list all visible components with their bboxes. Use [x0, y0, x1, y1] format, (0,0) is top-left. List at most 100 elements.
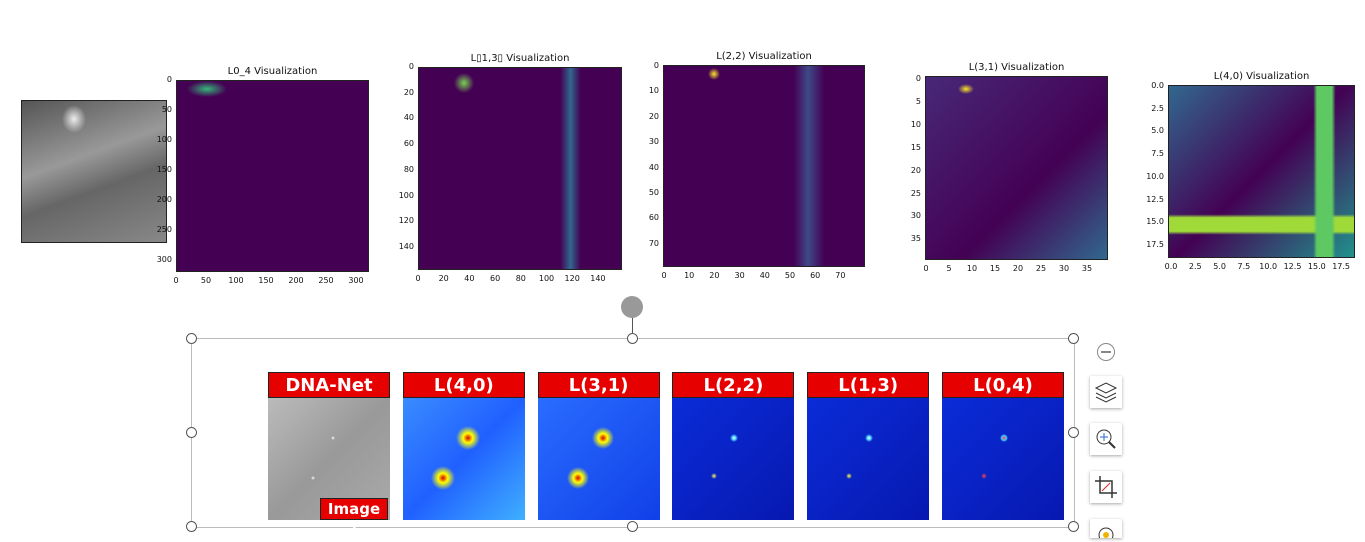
y-tick-label: 150: [156, 165, 172, 174]
y-tick-label: 40: [403, 113, 414, 123]
y-tick-label: 35: [910, 234, 921, 244]
y-tick-label: 300: [156, 255, 172, 264]
x-tick-label: 20: [438, 274, 449, 283]
x-tick-label: 40: [759, 271, 770, 280]
image-caption: Image 1: [320, 498, 388, 538]
plot-title: L▯1,3▯ Visualization: [470, 53, 570, 64]
x-tick-label: 0: [173, 276, 179, 285]
y-tick-label: 10: [648, 86, 659, 96]
x-tick-label: 25: [1035, 264, 1047, 273]
y-tick-label: 250: [156, 225, 172, 234]
y-tick-label: 0: [166, 75, 172, 84]
y-tick-label: 10.0: [1146, 171, 1164, 181]
x-tick-label: 0: [415, 274, 421, 283]
y-tick-label: 50: [161, 105, 172, 114]
crop-icon: [1095, 476, 1117, 498]
tile-label: DNA-Net: [268, 372, 390, 398]
x-tick-label: 50: [784, 271, 796, 280]
tile-image: [402, 398, 525, 520]
x-tick-label: 0.0: [1164, 262, 1178, 271]
x-tick-label: 0: [661, 271, 667, 280]
tile-image: [807, 398, 930, 520]
resize-handle[interactable]: [186, 521, 197, 532]
y-tick-label: 40: [648, 162, 659, 172]
picture-style-button[interactable]: [1090, 519, 1122, 542]
y-tick-label: 60: [403, 139, 414, 149]
y-tick-label: 5.0: [1151, 126, 1164, 136]
y-tick-label: 120: [398, 216, 414, 226]
x-tick-label: 150: [258, 276, 274, 285]
y-tick-label: 12.5: [1146, 194, 1164, 204]
plot-title: L(4,0) Visualization: [1213, 71, 1310, 82]
x-tick-label: 80: [515, 274, 526, 283]
heatmap: [1168, 85, 1355, 258]
resize-handle[interactable]: [186, 427, 197, 438]
crop-button[interactable]: [1090, 471, 1122, 503]
x-tick-label: 200: [288, 276, 304, 285]
x-tick-label: 20: [1012, 264, 1024, 273]
x-tick-label: 10: [684, 271, 695, 280]
rotate-handle[interactable]: [621, 296, 643, 318]
resize-handle[interactable]: [186, 333, 197, 344]
y-tick-label: 0.0: [1151, 81, 1164, 90]
x-tick-label: 0: [923, 264, 929, 273]
y-tick-label: 10: [910, 119, 921, 129]
heatmap: [925, 76, 1108, 260]
collapse-button[interactable]: [1097, 343, 1115, 361]
zoom-button[interactable]: [1090, 423, 1122, 455]
x-tick-label: 35: [1081, 264, 1093, 273]
x-tick-label: 300: [348, 276, 364, 285]
y-tick-label: 80: [403, 164, 414, 174]
y-tick-label: 0: [915, 74, 921, 83]
y-tick-label: 5: [915, 96, 921, 106]
tile-label: L(1,3): [807, 372, 930, 398]
x-tick-label: 2.5: [1188, 262, 1202, 271]
tile-label: L(3,1): [537, 372, 660, 398]
y-tick-label: 17.5: [1146, 239, 1164, 249]
plot-title: L0_4 Visualization: [227, 66, 318, 77]
y-tick-label: 50: [648, 188, 659, 197]
tile-image: [537, 398, 660, 520]
y-tick-label: 20: [910, 165, 921, 175]
layout-options-button[interactable]: [1090, 376, 1122, 408]
y-tick-label: 7.5: [1151, 149, 1164, 159]
y-tick-label: 200: [156, 195, 172, 204]
resize-handle[interactable]: [1068, 333, 1079, 344]
source-image: [21, 100, 167, 243]
y-tick-label: 100: [398, 190, 414, 200]
x-tick-label: 140: [590, 274, 606, 283]
y-tick-label: 2.5: [1151, 103, 1164, 113]
x-tick-label: 17.5: [1332, 262, 1350, 271]
y-tick-label: 20: [403, 87, 414, 97]
layers-icon: [1094, 382, 1118, 403]
x-tick-label: 7.5: [1237, 262, 1251, 271]
x-tick-label: 60: [490, 274, 501, 283]
y-tick-label: 140: [398, 241, 414, 251]
x-tick-label: 5.0: [1213, 262, 1226, 271]
x-tick-label: 12.5: [1283, 262, 1302, 271]
resize-handle[interactable]: [1068, 521, 1079, 532]
style-icon: [1098, 527, 1114, 542]
x-tick-label: 10: [966, 264, 978, 273]
x-tick-label: 100: [538, 274, 555, 283]
y-tick-label: 15: [910, 142, 921, 152]
tile-image: [942, 398, 1064, 520]
resize-handle[interactable]: [1068, 427, 1079, 438]
x-tick-label: 250: [318, 276, 334, 285]
y-tick-label: 15.0: [1146, 217, 1164, 227]
plot-title: L(2,2) Visualization: [716, 51, 812, 62]
y-tick-label: 0: [653, 61, 659, 70]
x-tick-label: 15.0: [1307, 262, 1326, 271]
x-tick-label: 40: [464, 274, 475, 283]
x-tick-label: 30: [734, 271, 745, 280]
resize-handle[interactable]: [627, 521, 638, 532]
resize-handle[interactable]: [627, 333, 638, 344]
tile-label: L(0,4): [942, 372, 1064, 398]
heatmap: [176, 80, 369, 272]
y-tick-label: 25: [910, 188, 921, 198]
y-tick-label: 0: [408, 62, 414, 71]
zoom-icon: [1096, 429, 1116, 449]
rotate-stem: [632, 318, 633, 338]
y-tick-label: 30: [648, 137, 659, 147]
